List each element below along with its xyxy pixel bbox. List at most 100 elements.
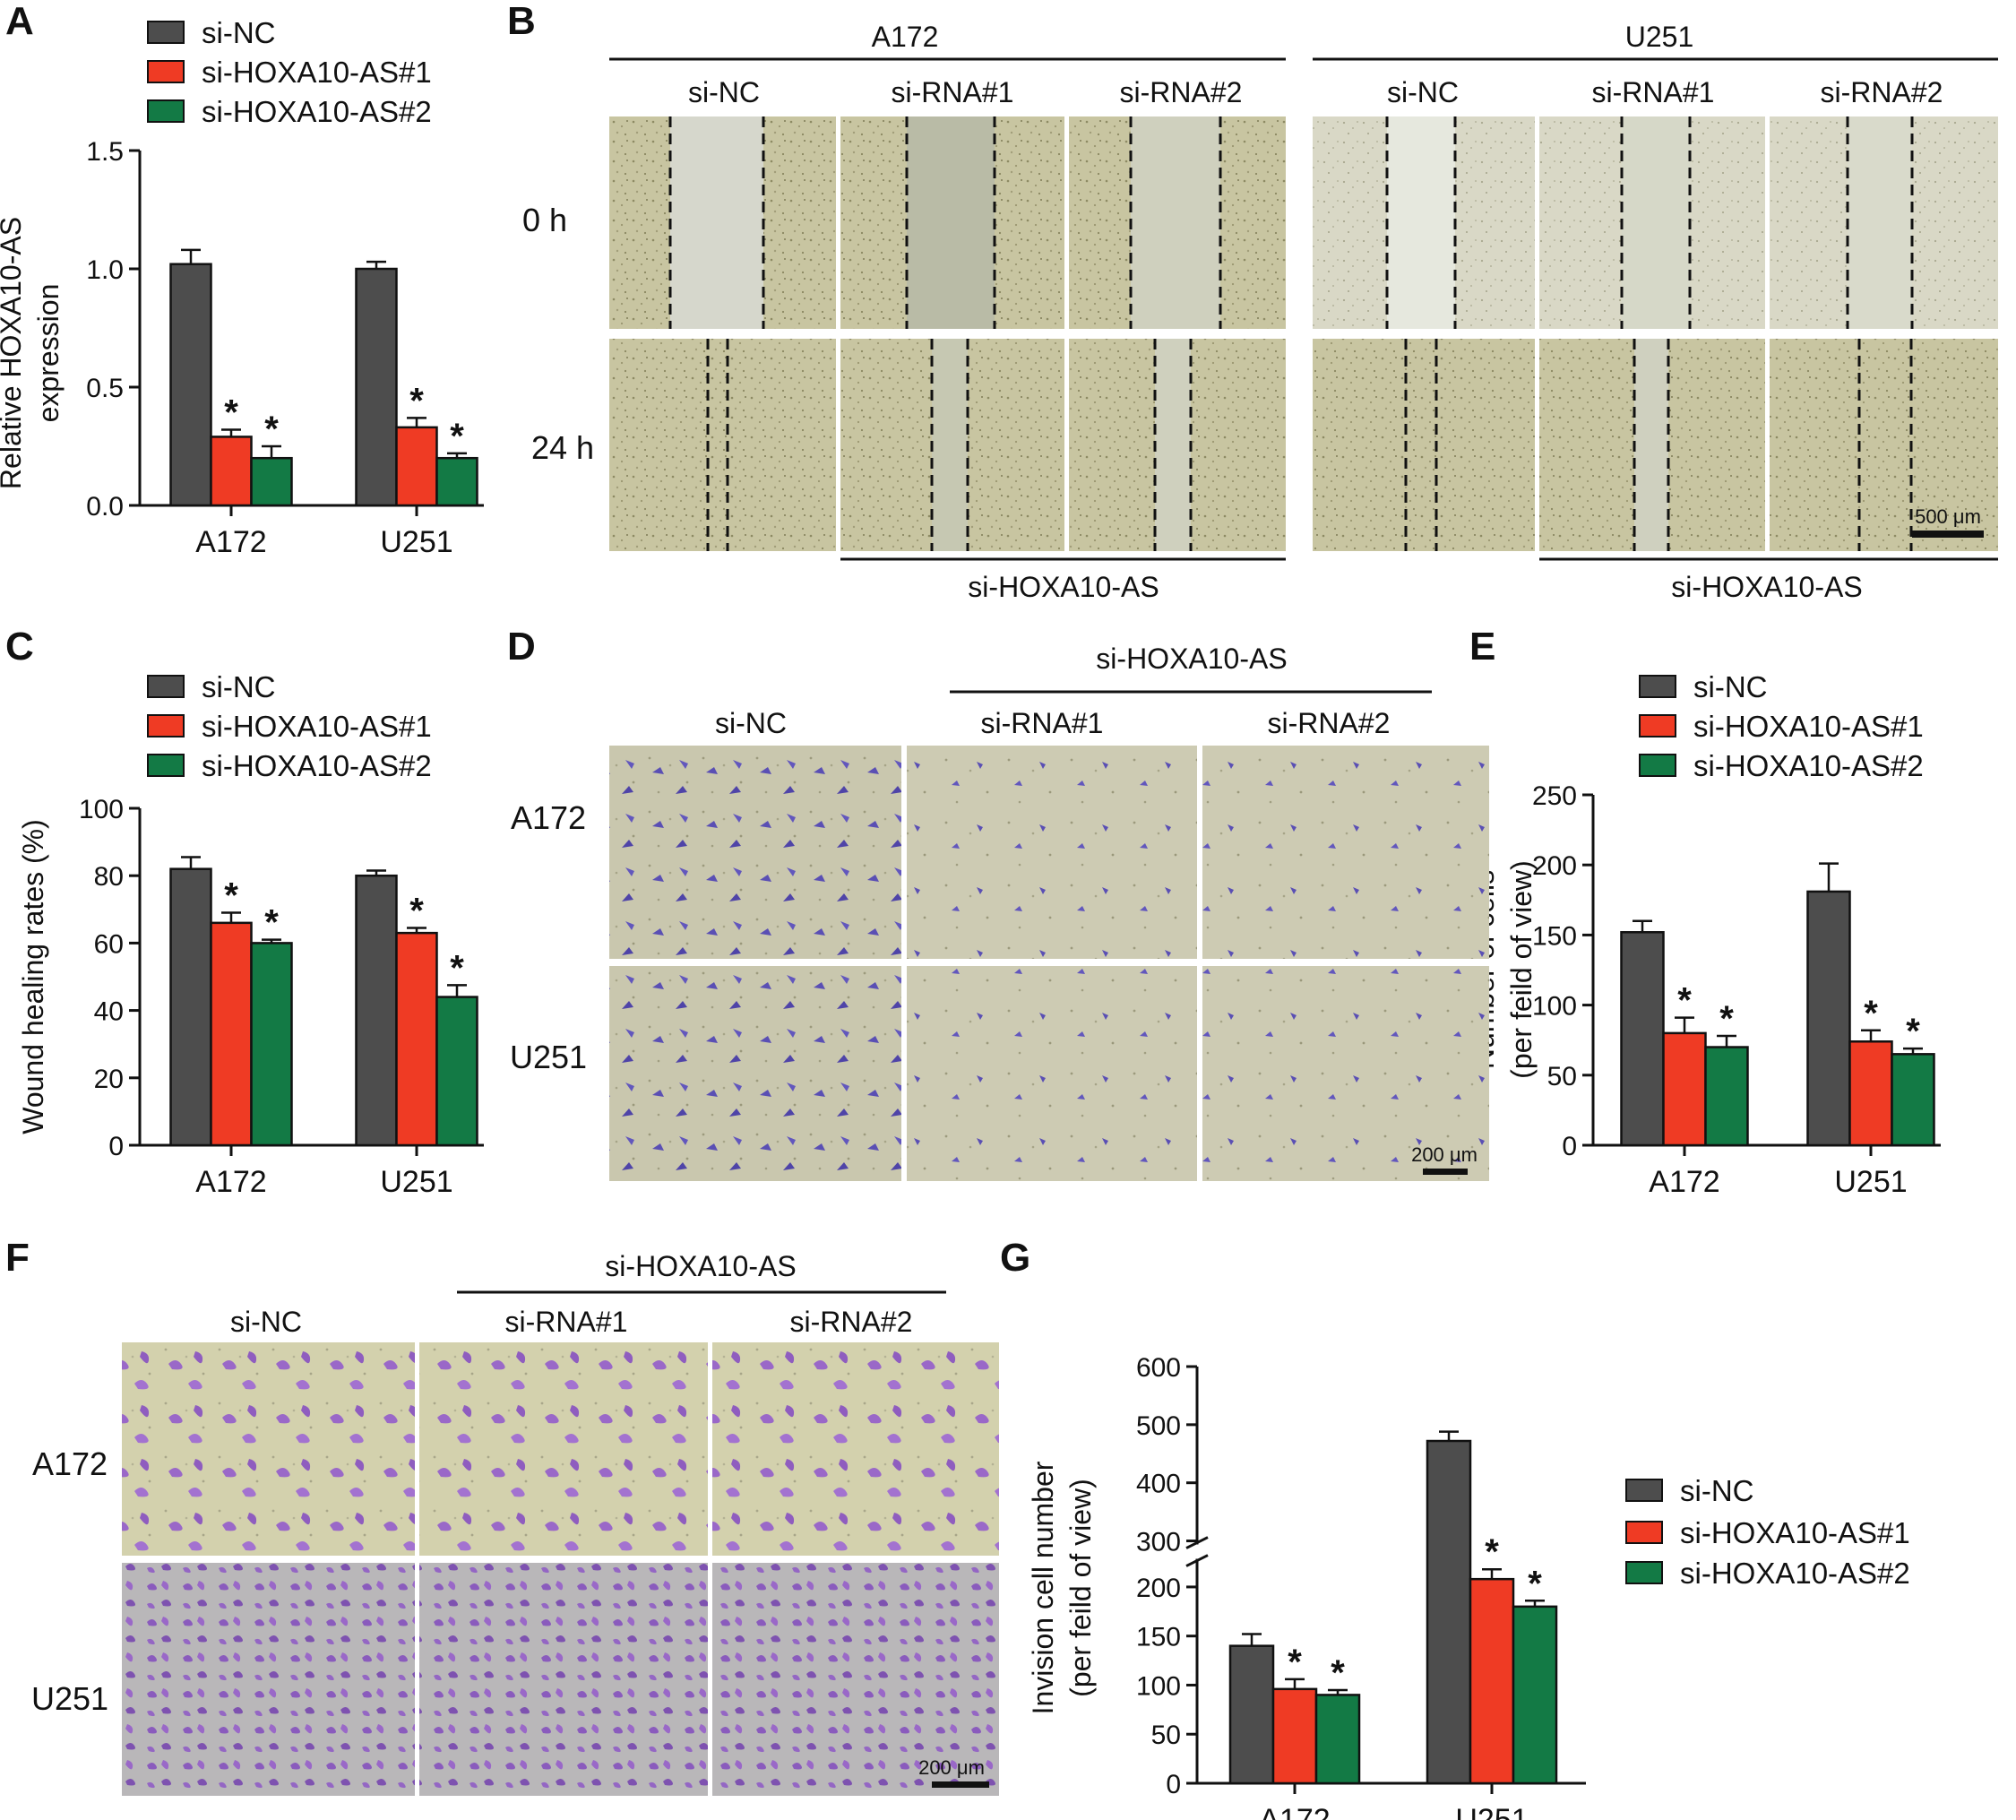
b-col-si-rna2: si-RNA#2 <box>1120 76 1243 108</box>
b-cellline-u251: U251 <box>1625 21 1694 53</box>
a-y-tick-label: 1.0 <box>86 255 124 285</box>
c-x-tick-label: U251 <box>380 1165 452 1199</box>
panel-label-e: E <box>1469 625 1495 668</box>
e-x-tick-label: U251 <box>1834 1165 1907 1199</box>
b-col-si-nc-u251: si-NC <box>1387 76 1459 108</box>
chart-c-wound-healing: 0 20 40 60 80 100 Wound healing rates (%) A172 *… <box>17 670 484 1199</box>
g-y-axis-label: (per feild of view) <box>1064 1479 1097 1697</box>
b-image-a172-rna1-24h <box>840 339 1064 551</box>
b-image-a172-rna1-0h <box>840 116 1064 329</box>
g-significance-star: * <box>1485 1532 1499 1572</box>
e-bar <box>1806 890 1851 1147</box>
d-col-si-nc: si-NC <box>715 707 787 739</box>
a-bar <box>435 456 478 507</box>
d-scale-bar-label: 200 μm <box>1411 1143 1478 1166</box>
e-bar <box>1704 1046 1749 1147</box>
chart-g-invasion-count: 0 50 100 150 200 300 400 500 600 Invision cell nu… <box>1027 1353 1910 1820</box>
f-col-si-rna2: si-RNA#2 <box>790 1306 913 1338</box>
g-y-tick-label: 500 <box>1136 1411 1181 1441</box>
b-image-a172-nc-24h <box>609 339 836 551</box>
a-legend-swatch <box>147 60 185 83</box>
a-x-tick-label: A172 <box>195 525 266 559</box>
g-y-axis-label: Invision cell number <box>1027 1461 1059 1714</box>
c-y-tick-label: 40 <box>94 997 124 1027</box>
g-x-tick-label: A172 <box>1259 1803 1330 1820</box>
c-y-tick-label: 60 <box>94 929 124 959</box>
f-image-u251-rna2 <box>712 1563 999 1796</box>
a-y-tick-label: 0.5 <box>86 374 124 403</box>
b-image-u251-rna1-24h <box>1539 339 1765 551</box>
panel-d-migration-images: si-HOXA10-AS si-NC si-RNA#1 si-RNA#2 A17… <box>510 643 1489 1181</box>
e-legend-label: si-HOXA10-AS#1 <box>1693 710 1924 743</box>
e-y-tick-label: 150 <box>1532 921 1577 951</box>
a-y-tick-label: 0.0 <box>86 492 124 522</box>
a-significance-star: * <box>450 417 464 456</box>
e-bar <box>1891 1053 1935 1147</box>
a-significance-star: * <box>224 393 238 433</box>
a-bar <box>210 436 253 507</box>
g-bar <box>1512 1605 1558 1785</box>
c-legend-label: si-NC <box>202 670 275 703</box>
c-significance-star: * <box>409 891 424 930</box>
f-col-si-nc: si-NC <box>230 1306 302 1338</box>
b-image-a172-nc-0h <box>609 116 836 329</box>
e-significance-star: * <box>1864 994 1878 1033</box>
e-x-tick-label: A172 <box>1649 1165 1719 1199</box>
c-significance-star: * <box>450 948 464 988</box>
a-x-tick-label: U251 <box>380 525 452 559</box>
e-y-tick-label: 0 <box>1562 1132 1577 1161</box>
b-col-si-rna1-u251: si-RNA#1 <box>1592 76 1715 108</box>
f-image-a172-nc <box>122 1342 415 1556</box>
g-x-tick-label: U251 <box>1455 1803 1528 1820</box>
d-col-si-rna1: si-RNA#1 <box>981 707 1104 739</box>
d-col-si-rna2: si-RNA#2 <box>1268 707 1391 739</box>
b-col-si-rna2-u251: si-RNA#2 <box>1821 76 1943 108</box>
f-image-u251-rna1 <box>419 1563 708 1796</box>
panel-label-b: B <box>507 0 536 43</box>
g-bar <box>1228 1644 1275 1785</box>
b-group-label-a172: si-HOXA10-AS <box>968 571 1159 603</box>
e-legend-label: si-NC <box>1693 670 1767 703</box>
g-y-tick-label: 300 <box>1136 1528 1181 1557</box>
a-bar <box>355 267 398 507</box>
g-y-tick-label: 400 <box>1136 1470 1181 1499</box>
panel-label-a: A <box>5 0 34 43</box>
b-image-u251-rna1-0h <box>1539 116 1765 329</box>
g-legend-swatch <box>1625 1521 1663 1544</box>
e-y-tick-label: 250 <box>1532 781 1577 811</box>
d-image-u251-rna1 <box>907 966 1197 1181</box>
a-bar <box>395 426 438 507</box>
c-legend-swatch <box>147 714 185 737</box>
b-scale-bar <box>1912 530 1984 538</box>
d-group-label: si-HOXA10-AS <box>1096 643 1287 675</box>
g-legend-swatch <box>1625 1561 1663 1584</box>
d-image-u251-rna2 <box>1202 966 1489 1181</box>
c-y-axis-label: Wound healing rates (%) <box>17 819 49 1134</box>
d-row-u251: U251 <box>510 1039 587 1075</box>
a-legend-label: si-HOXA10-AS#2 <box>202 95 432 128</box>
c-y-tick-label: 20 <box>94 1065 124 1094</box>
c-bar <box>435 996 478 1147</box>
g-y-tick-label: 200 <box>1136 1574 1181 1603</box>
a-y-axis-label: Relative HOXA10-AS <box>0 217 27 489</box>
d-image-a172-rna1 <box>907 746 1197 959</box>
f-group-label: si-HOXA10-AS <box>605 1250 796 1282</box>
c-y-tick-label: 80 <box>94 862 124 892</box>
e-y-axis-label: (per feild of view) <box>1505 860 1538 1079</box>
c-significance-star: * <box>264 903 279 943</box>
d-image-u251-nc <box>609 966 901 1181</box>
d-image-a172-nc <box>609 746 901 959</box>
e-legend-swatch <box>1639 675 1676 698</box>
panel-label-d: D <box>507 625 536 668</box>
c-bar <box>169 867 212 1147</box>
c-y-tick-label: 100 <box>79 795 124 824</box>
d-row-a172: A172 <box>511 799 586 836</box>
g-legend-label: si-NC <box>1680 1474 1753 1507</box>
panel-f-invasion-images: si-HOXA10-AS si-NC si-RNA#1 si-RNA#2 A17… <box>31 1250 999 1796</box>
e-bar <box>1620 931 1665 1147</box>
panel-b-wound-images: A172 U251 si-NC si-RNA#1 si-RNA#2 si-NC … <box>522 21 1998 603</box>
b-scale-bar-label: 500 μm <box>1915 505 1981 528</box>
g-legend-label: si-HOXA10-AS#1 <box>1680 1516 1910 1549</box>
f-scale-bar <box>932 1781 989 1788</box>
e-significance-star: * <box>1906 1012 1920 1051</box>
